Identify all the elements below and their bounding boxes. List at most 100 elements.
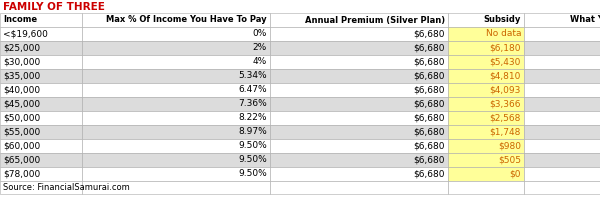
Bar xyxy=(82,111,270,125)
Bar xyxy=(82,125,270,139)
Bar xyxy=(448,167,524,181)
Text: What You Pay: What You Pay xyxy=(571,16,600,24)
Text: Source: FinancialSamurai.com: Source: FinancialSamurai.com xyxy=(3,183,130,192)
Text: $505: $505 xyxy=(498,156,521,164)
Text: 9.50%: 9.50% xyxy=(238,170,267,178)
Bar xyxy=(524,181,600,194)
Text: $4,810: $4,810 xyxy=(490,72,521,80)
Text: $6,680: $6,680 xyxy=(413,114,445,122)
Bar xyxy=(524,139,600,153)
Text: $78,000: $78,000 xyxy=(3,170,40,178)
Text: $6,680: $6,680 xyxy=(413,170,445,178)
Text: 8.97%: 8.97% xyxy=(238,128,267,136)
Bar xyxy=(82,83,270,97)
Bar xyxy=(524,69,600,83)
Bar xyxy=(82,69,270,83)
Bar xyxy=(0,125,82,139)
Text: $6,680: $6,680 xyxy=(413,72,445,80)
Text: 0%: 0% xyxy=(253,29,267,38)
Bar xyxy=(524,55,600,69)
Text: $6,680: $6,680 xyxy=(413,29,445,38)
Text: 7.36%: 7.36% xyxy=(238,99,267,108)
Text: 9.50%: 9.50% xyxy=(238,156,267,164)
Bar xyxy=(270,27,448,41)
Bar xyxy=(270,41,448,55)
Bar xyxy=(448,55,524,69)
Text: $30,000: $30,000 xyxy=(3,58,40,66)
Bar xyxy=(270,125,448,139)
Bar xyxy=(82,153,270,167)
Bar xyxy=(270,55,448,69)
Bar xyxy=(0,41,82,55)
Bar xyxy=(82,97,270,111)
Bar xyxy=(270,181,448,194)
Bar xyxy=(448,181,524,194)
Bar xyxy=(524,153,600,167)
Text: $3,366: $3,366 xyxy=(490,99,521,108)
Bar xyxy=(0,0,600,13)
Bar xyxy=(448,27,524,41)
Text: $25,000: $25,000 xyxy=(3,44,40,52)
Text: $2,568: $2,568 xyxy=(490,114,521,122)
Bar xyxy=(448,13,524,27)
Bar xyxy=(448,97,524,111)
Text: No data: No data xyxy=(485,29,521,38)
Text: $45,000: $45,000 xyxy=(3,99,40,108)
Bar xyxy=(82,181,270,194)
Text: $40,000: $40,000 xyxy=(3,86,40,95)
Bar xyxy=(270,153,448,167)
Text: $6,680: $6,680 xyxy=(413,44,445,52)
Bar xyxy=(82,27,270,41)
Bar xyxy=(524,41,600,55)
Text: 4%: 4% xyxy=(253,58,267,66)
Text: 2%: 2% xyxy=(253,44,267,52)
Text: $0: $0 xyxy=(509,170,521,178)
Bar xyxy=(448,41,524,55)
Bar xyxy=(448,83,524,97)
Text: <$19,600: <$19,600 xyxy=(3,29,48,38)
Bar xyxy=(0,27,82,41)
Text: $6,680: $6,680 xyxy=(413,58,445,66)
Text: Max % Of Income You Have To Pay: Max % Of Income You Have To Pay xyxy=(106,16,267,24)
Text: $50,000: $50,000 xyxy=(3,114,40,122)
Bar xyxy=(524,167,600,181)
Text: $6,680: $6,680 xyxy=(413,99,445,108)
Text: 6.47%: 6.47% xyxy=(238,86,267,95)
Bar xyxy=(270,111,448,125)
Bar xyxy=(0,69,82,83)
Bar xyxy=(0,181,82,194)
Text: Income: Income xyxy=(3,16,37,24)
Bar xyxy=(82,167,270,181)
Bar xyxy=(448,125,524,139)
Bar xyxy=(0,167,82,181)
Bar xyxy=(0,153,82,167)
Bar xyxy=(0,55,82,69)
Text: $4,093: $4,093 xyxy=(490,86,521,95)
Text: $55,000: $55,000 xyxy=(3,128,40,136)
Text: $60,000: $60,000 xyxy=(3,142,40,150)
Bar xyxy=(270,69,448,83)
Bar xyxy=(524,111,600,125)
Bar xyxy=(82,41,270,55)
Text: 5.34%: 5.34% xyxy=(238,72,267,80)
Text: $6,680: $6,680 xyxy=(413,142,445,150)
Bar xyxy=(270,139,448,153)
Text: $65,000: $65,000 xyxy=(3,156,40,164)
Text: $1,748: $1,748 xyxy=(490,128,521,136)
Text: 8.22%: 8.22% xyxy=(239,114,267,122)
Text: $980: $980 xyxy=(498,142,521,150)
Bar xyxy=(82,55,270,69)
Text: $35,000: $35,000 xyxy=(3,72,40,80)
Bar xyxy=(0,97,82,111)
Text: 9.50%: 9.50% xyxy=(238,142,267,150)
Bar xyxy=(524,125,600,139)
Bar xyxy=(524,83,600,97)
Bar xyxy=(448,153,524,167)
Bar xyxy=(270,167,448,181)
Bar xyxy=(448,111,524,125)
Bar xyxy=(524,27,600,41)
Text: FAMILY OF THREE: FAMILY OF THREE xyxy=(3,1,105,11)
Bar xyxy=(0,13,82,27)
Bar xyxy=(270,13,448,27)
Bar xyxy=(270,83,448,97)
